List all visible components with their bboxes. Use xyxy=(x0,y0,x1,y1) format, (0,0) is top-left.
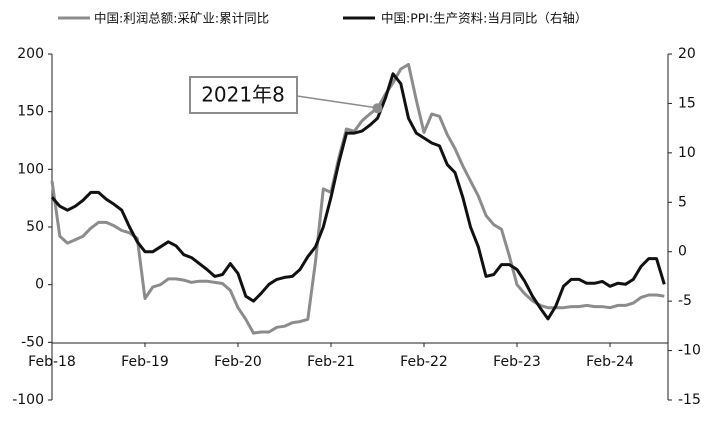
annotation-line xyxy=(296,95,379,109)
annotation: 2021年8 xyxy=(201,83,285,107)
y2-tick-label: 0 xyxy=(678,244,687,260)
x-tick-label: Feb-19 xyxy=(121,354,169,370)
y-tick-label: -100 xyxy=(12,392,44,408)
x-tick-label: Feb-21 xyxy=(307,354,355,370)
y2-tick-label: 20 xyxy=(678,46,696,62)
y2-tick-label: -10 xyxy=(678,343,701,359)
series-line xyxy=(50,72,666,321)
annotation-box xyxy=(189,76,298,114)
annotation-point xyxy=(372,103,383,114)
y2-tick-label: 5 xyxy=(678,194,687,210)
x-tick-label: Feb-24 xyxy=(586,354,634,370)
x-tick-label: Feb-23 xyxy=(493,354,541,370)
y-tick-label: 150 xyxy=(17,104,44,120)
y2-tick-label: 10 xyxy=(678,145,696,161)
y-tick-label: 50 xyxy=(26,219,44,235)
y-tick-label: 200 xyxy=(17,46,44,62)
legend-label: 中国:PPI:生产资料:当月同比（右轴） xyxy=(381,11,587,26)
x-tick-label: Feb-20 xyxy=(214,354,262,370)
y2-tick-label: -5 xyxy=(678,293,692,309)
y-tick-label: 0 xyxy=(35,277,44,293)
series-line xyxy=(50,62,665,335)
y-tick-label: -50 xyxy=(21,334,44,350)
x-tick-label: Feb-18 xyxy=(28,354,76,370)
y2-tick-label: -15 xyxy=(678,392,701,408)
y2-tick-label: 15 xyxy=(678,95,696,111)
x-tick-label: Feb-22 xyxy=(400,354,448,370)
y-tick-label: 100 xyxy=(17,161,44,177)
legend-label: 中国:利润总额:采矿业:累计同比 xyxy=(94,11,269,26)
